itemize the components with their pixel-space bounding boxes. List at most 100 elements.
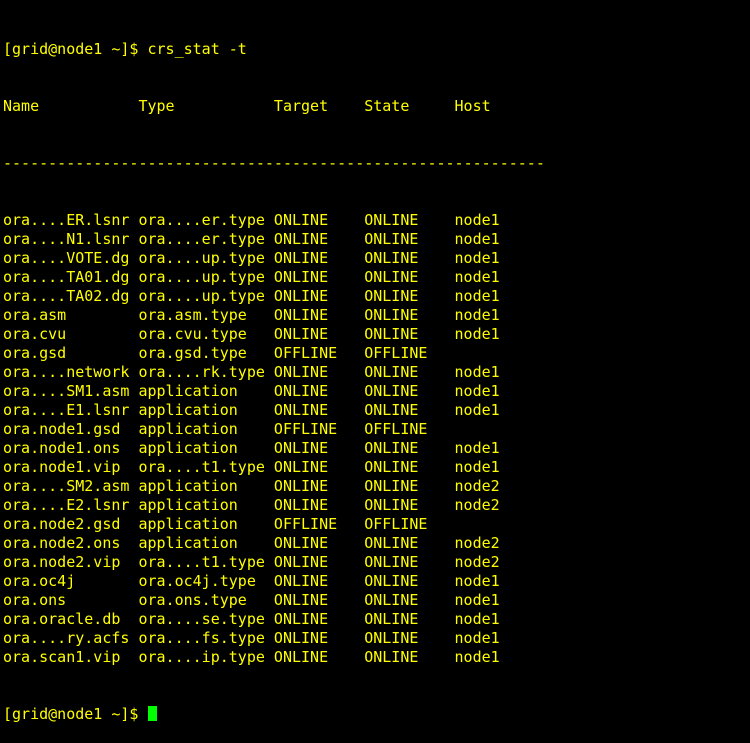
cell-state: ONLINE [364, 230, 419, 248]
resource-row: ora.node2.vip ora....t1.type ONLINE ONLINE n… [3, 553, 545, 572]
cell-name: ora.node1.vip [3, 458, 121, 476]
cell-state: OFFLINE [364, 420, 428, 438]
cell-host: node1 [454, 249, 500, 267]
cell-target: ONLINE [273, 287, 329, 305]
cell-state: ONLINE [364, 363, 419, 381]
cell-host: node1 [454, 363, 500, 381]
cell-type: ora....up.type [138, 268, 265, 286]
cell-target: ONLINE [273, 553, 329, 571]
cell-host: node1 [454, 401, 500, 419]
cell-name: ora....SM2.asm [3, 477, 130, 495]
cell-type: application [138, 496, 238, 514]
resource-row: ora....TA01.dg ora....up.type ONLINE ONLINE… [3, 268, 545, 287]
cell-host: node1 [454, 591, 500, 609]
cell-type: application [138, 401, 238, 419]
cell-name: ora.gsd [3, 344, 67, 362]
cell-name: ora....ER.lsnr [3, 211, 130, 229]
cell-name: ora.oc4j [3, 572, 76, 590]
cell-state: ONLINE [364, 477, 419, 495]
cell-state: ONLINE [364, 382, 419, 400]
cell-type: ora.gsd.type [138, 344, 247, 362]
resource-row: ora.node2.ons application ONLINE ONLINE node… [3, 534, 545, 553]
cell-target: ONLINE [273, 458, 329, 476]
cell-name: ora.asm [3, 306, 67, 324]
cell-host: node1 [454, 629, 500, 647]
cell-name: ora....VOTE.dg [3, 249, 130, 267]
separator: ----------------------------------------… [3, 154, 545, 172]
resource-row: ora.oc4j ora.oc4j.type ONLINE ONLINE node1 [3, 572, 545, 591]
header-row: Name Type Target State Host [3, 97, 545, 116]
cell-target: ONLINE [273, 211, 329, 229]
cell-type: application [138, 515, 238, 533]
resource-row: ora.ons ora.ons.type ONLINE ONLINE node1 [3, 591, 545, 610]
cell-type: ora....t1.type [138, 553, 265, 571]
cell-target: ONLINE [273, 382, 329, 400]
resource-row: ora....SM2.asm application ONLINE ONLINE nod… [3, 477, 545, 496]
cell-target: ONLINE [273, 477, 329, 495]
cell-state: ONLINE [364, 553, 419, 571]
cell-name: ora....E1.lsnr [3, 401, 130, 419]
cell-type: ora....se.type [138, 610, 265, 628]
cell-host: node1 [454, 211, 500, 229]
resource-row: ora....TA02.dg ora....up.type ONLINE ONLINE… [3, 287, 545, 306]
cell-name: ora.node1.ons [3, 439, 121, 457]
cell-host: node1 [454, 325, 500, 343]
cell-name: ora....network [3, 363, 130, 381]
cell-target: OFFLINE [273, 515, 338, 533]
cell-state: ONLINE [364, 287, 419, 305]
cell-type: ora....rk.type [138, 363, 265, 381]
terminal-output[interactable]: [grid@node1 ~]$ crs_stat -t Name Type Ta… [3, 2, 545, 743]
cell-type: ora.asm.type [138, 306, 247, 324]
cell-target: ONLINE [273, 591, 329, 609]
resource-row: ora.node1.gsd application OFFLINE OFFLINE [3, 420, 545, 439]
cell-target: ONLINE [273, 363, 329, 381]
cell-target: ONLINE [273, 306, 329, 324]
cell-type: ora.oc4j.type [138, 572, 256, 590]
cell-host: node1 [454, 287, 500, 305]
cursor [147, 706, 157, 721]
cell-state: ONLINE [364, 534, 419, 552]
resource-row: ora....ER.lsnr ora....er.type ONLINE ONLINE… [3, 211, 545, 230]
cell-host: node2 [454, 496, 500, 514]
cell-type: ora....t1.type [138, 458, 265, 476]
cell-host: node1 [454, 458, 500, 476]
resource-rows: ora....ER.lsnr ora....er.type ONLINE ONLINE… [3, 211, 545, 667]
cell-host: node2 [454, 553, 500, 571]
cell-target: ONLINE [273, 572, 329, 590]
cell-target: ONLINE [273, 325, 329, 343]
cell-name: ora.node2.ons [3, 534, 121, 552]
cell-name: ora....TA02.dg [3, 287, 130, 305]
prompt: [grid@node1 ~]$ [3, 705, 148, 723]
cell-target: OFFLINE [273, 420, 338, 438]
command: crs_stat -t [147, 40, 247, 58]
resource-row: ora.oracle.db ora....se.type ONLINE ONLINE n… [3, 610, 545, 629]
cell-name: ora.node2.gsd [3, 515, 121, 533]
cell-host: node1 [454, 439, 500, 457]
cell-host: node1 [454, 572, 500, 590]
cell-host: node1 [454, 382, 500, 400]
cell-target: ONLINE [273, 249, 329, 267]
header-host: Host [454, 97, 491, 115]
cell-type: application [138, 439, 238, 457]
cell-type: ora.ons.type [138, 591, 247, 609]
cell-state: ONLINE [364, 629, 419, 647]
cell-host: node1 [454, 306, 500, 324]
resource-row: ora.node1.ons application ONLINE ONLINE node… [3, 439, 545, 458]
cell-type: ora....ip.type [138, 648, 265, 666]
cell-state: ONLINE [364, 439, 419, 457]
current-prompt-line[interactable]: [grid@node1 ~]$ [3, 705, 545, 724]
resource-row: ora....E2.lsnr application ONLINE ONLINE nod… [3, 496, 545, 515]
cell-state: ONLINE [364, 211, 419, 229]
cell-state: ONLINE [364, 306, 419, 324]
cell-state: ONLINE [364, 249, 419, 267]
cell-state: ONLINE [364, 325, 419, 343]
cell-target: ONLINE [273, 610, 329, 628]
resource-row: ora....SM1.asm application ONLINE ONLINE nod… [3, 382, 545, 401]
resource-row: ora....N1.lsnr ora....er.type ONLINE ONLINE… [3, 230, 545, 249]
cell-name: ora....N1.lsnr [3, 230, 130, 248]
cell-name: ora.ons [3, 591, 67, 609]
resource-row: ora.cvu ora.cvu.type ONLINE ONLINE node1 [3, 325, 545, 344]
cell-name: ora.oracle.db [3, 610, 121, 628]
cell-type: ora....er.type [138, 230, 265, 248]
cell-name: ora.cvu [3, 325, 67, 343]
